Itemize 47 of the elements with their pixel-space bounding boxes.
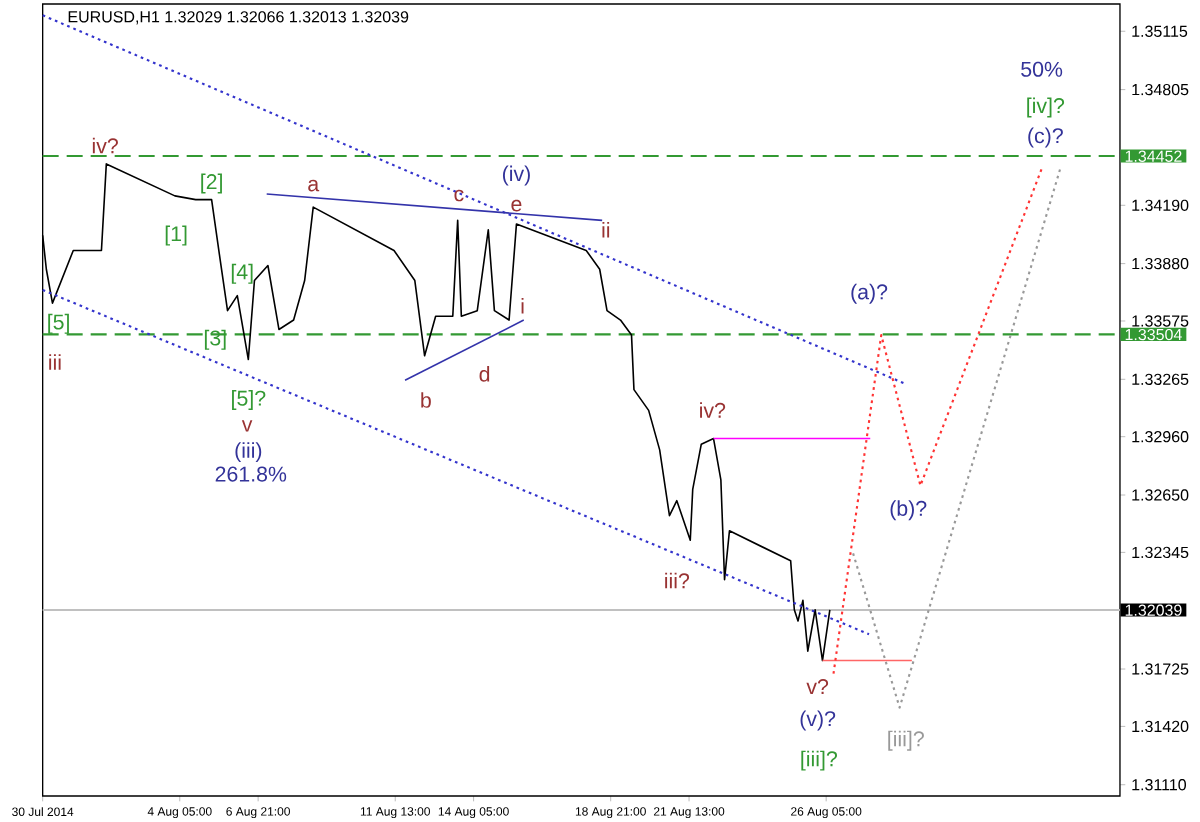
ref-line-label: 1.34452 xyxy=(1125,150,1182,162)
y-tick-label: 1.34805 xyxy=(1132,83,1189,96)
annotation: [3] xyxy=(204,329,226,350)
annotation: iii xyxy=(49,354,61,370)
y-tick-label: 1.32650 xyxy=(1132,489,1189,501)
annotation: 50% xyxy=(1021,61,1063,77)
line-series xyxy=(832,164,1044,675)
y-tick-label: 1.31420 xyxy=(1132,720,1189,733)
annotation: b xyxy=(421,392,431,408)
annotation: [2] xyxy=(201,173,222,194)
annotation: v xyxy=(241,420,253,432)
annotation: 261.8% xyxy=(215,466,287,482)
annotation: iv? xyxy=(92,137,118,154)
annotation: [1] xyxy=(165,225,187,246)
annotation: [5]? xyxy=(232,390,266,410)
y-tick-label: 1.33265 xyxy=(1132,373,1189,385)
annotation: iii? xyxy=(665,572,690,589)
annotation: [iii]? xyxy=(888,730,924,751)
annotation: v? xyxy=(806,679,829,694)
annotation: d xyxy=(479,366,490,382)
annotation: (v)? xyxy=(800,710,836,731)
ref-line-label: 1.33504 xyxy=(1125,328,1182,341)
y-tick-label: 1.35115 xyxy=(1132,25,1188,37)
y-tick-label: 1.33880 xyxy=(1132,257,1189,270)
y-tick-label: 1.33575 xyxy=(1132,315,1189,327)
annotation: i xyxy=(521,298,524,314)
annotation: e xyxy=(511,199,522,212)
annotation: (a)? xyxy=(851,283,888,304)
annotation: (b)? xyxy=(890,500,927,521)
annotation: [4] xyxy=(231,263,253,284)
annotation: iv? xyxy=(700,402,726,418)
y-tick-label: 1.32960 xyxy=(1132,431,1189,443)
annotation: (iii) xyxy=(235,442,262,463)
annotation: a xyxy=(308,179,320,192)
y-tick-label: 1.31725 xyxy=(1132,663,1189,675)
chart-title: EURUSD,H1 1.32029 1.32066 1.32013 1.32039 xyxy=(68,11,409,25)
annotation: ii xyxy=(602,222,610,238)
annotation: (c)? xyxy=(1028,127,1063,148)
y-tick-label: 1.31110 xyxy=(1132,779,1187,791)
y-tick-label: 1.32345 xyxy=(1132,546,1189,559)
annotation: [iii]? xyxy=(801,750,837,771)
annotation: (iv) xyxy=(502,165,530,186)
annotation: [iv]? xyxy=(1027,97,1065,118)
annotation: [5] xyxy=(48,313,69,334)
annotation: c xyxy=(454,189,464,202)
y-tick-label: 1.34190 xyxy=(1132,199,1189,211)
ref-line-label: 1.32039 xyxy=(1125,604,1182,616)
